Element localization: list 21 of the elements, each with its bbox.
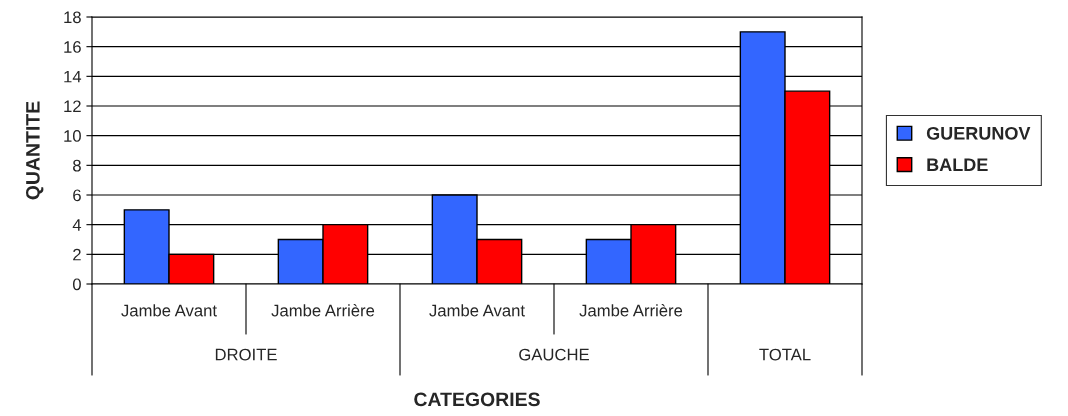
y-tick-label: 18 xyxy=(64,11,81,24)
text: TOTAL xyxy=(759,348,811,361)
y-tick-label: 6 xyxy=(73,189,81,202)
y-tick-label: 4 xyxy=(72,219,82,231)
text: GAUCHE xyxy=(519,348,589,361)
x-tick-label: Jambe Avant xyxy=(121,304,217,317)
x-tick-label: Jambe Arrière xyxy=(579,304,683,317)
y-tick-label: 8 xyxy=(73,159,81,172)
y-tick-label: 12 xyxy=(64,100,81,113)
legend-label: BALDE xyxy=(927,158,988,171)
y-tick-label: 2 xyxy=(73,248,81,261)
y-tick-label: 16 xyxy=(64,41,81,53)
x-tick-label: Jambe Arrière xyxy=(271,304,375,317)
y-tick-label: 10 xyxy=(64,130,81,142)
x-tick-label: Jambe Avant xyxy=(429,304,525,317)
y-tick-label: 0 xyxy=(72,278,81,291)
text: DROITE xyxy=(215,348,277,361)
legend-label: GUERUNOV xyxy=(926,126,1031,140)
x-axis-title: CATEGORIES xyxy=(414,392,540,407)
y-tick-label: 14 xyxy=(64,70,82,83)
y-axis-title: QUANTITE xyxy=(25,101,44,200)
